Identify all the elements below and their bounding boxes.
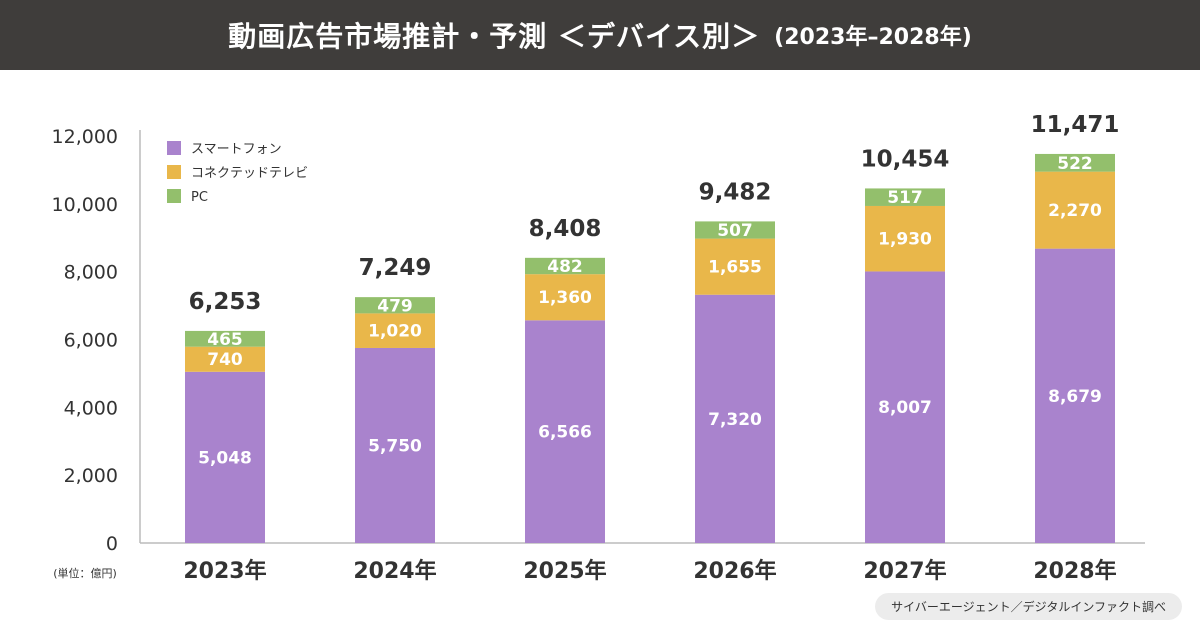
y-tick-label: 4,000 [64,397,118,419]
x-category-label: 2025年 [523,558,606,584]
segment-value-label: 8,679 [1048,387,1102,407]
bar-segment-smartphone [865,271,945,543]
legend-label: スマートフォン [191,142,282,157]
bar-segment-smartphone [185,371,265,543]
bar-total-label: 10,454 [861,146,950,172]
bar-total-label: 9,482 [699,179,772,205]
chart-title: 動画広告市場推計・予測 ＜デバイス別＞ [228,20,761,53]
bar-segment-connected-tv [1035,171,1115,249]
bar-total-label: 7,249 [359,255,432,281]
legend-label: コネクテッドテレビ [191,166,308,181]
segment-value-label: 517 [887,188,923,208]
x-category-label: 2023年 [183,558,266,584]
bar-segment-connected-tv [185,346,265,372]
segment-value-label: 1,360 [538,288,592,308]
bar-segment-smartphone [1035,248,1115,543]
bar-segment-pc [1035,153,1115,172]
bar-segment-connected-tv [525,274,605,321]
title-bar: 動画広告市場推計・予測 ＜デバイス別＞ (2023年–2028年) [0,0,1200,70]
segment-value-label: 522 [1057,154,1093,174]
bar-segment-smartphone [355,347,435,543]
y-tick-label: 2,000 [64,465,118,487]
bar-total-label: 6,253 [189,289,262,315]
source-credit: サイバーエージェント／デジタルインファクト調べ [875,593,1182,620]
segment-value-label: 479 [377,296,413,316]
bar-total-label: 11,471 [1031,112,1120,138]
y-tick-label: 6,000 [64,330,118,352]
segment-value-label: 1,930 [878,230,932,250]
unit-label: (単位：億円) [53,566,117,580]
segment-value-label: 7,320 [708,410,762,430]
segment-value-label: 465 [207,330,243,350]
segment-value-label: 1,655 [708,258,762,278]
legend-swatch [167,189,181,203]
x-category-label: 2027年 [863,558,946,584]
segment-value-label: 1,020 [368,322,422,342]
x-category-label: 2028年 [1033,558,1116,584]
bar-total-label: 8,408 [529,216,602,242]
segment-value-label: 8,007 [878,398,932,418]
y-tick-label: 12,000 [52,126,118,148]
bar-segment-pc [695,221,775,239]
segment-value-label: 740 [207,350,243,370]
segment-value-label: 6,566 [538,423,592,443]
bar-segment-smartphone [525,320,605,543]
bar-segment-pc [355,297,435,314]
bar-segment-smartphone [695,294,775,543]
y-tick-label: 0 [106,533,118,555]
segment-value-label: 482 [547,257,583,277]
bar-segment-connected-tv [695,238,775,295]
y-tick-label: 10,000 [52,194,118,216]
segment-value-label: 5,750 [368,436,422,456]
y-tick-label: 8,000 [64,262,118,284]
x-category-label: 2026年 [693,558,776,584]
bar-segment-pc [185,330,265,347]
chart-period: (2023年–2028年) [774,25,972,50]
legend-swatch [167,165,181,179]
segment-value-label: 507 [717,221,753,241]
segment-value-label: 5,048 [198,448,252,468]
legend-swatch [167,141,181,155]
x-category-label: 2024年 [353,558,436,584]
bar-segment-pc [865,188,945,206]
legend-label: PC [191,190,208,205]
bar-segment-pc [525,257,605,275]
bar-segment-connected-tv [355,313,435,348]
segment-value-label: 2,270 [1048,201,1102,221]
bar-segment-connected-tv [865,205,945,272]
